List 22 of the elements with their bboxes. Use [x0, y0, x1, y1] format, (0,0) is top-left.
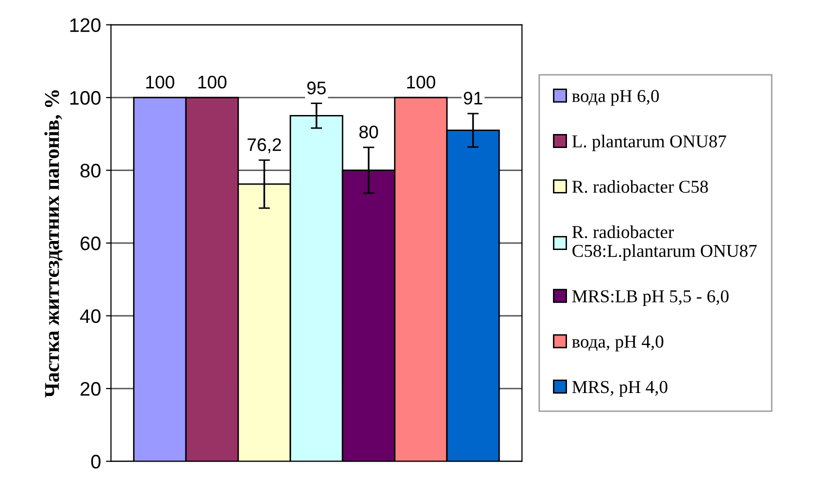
data-label: 80 [359, 126, 378, 138]
data-label: 95 [307, 82, 326, 94]
y-tick-label: 80 [80, 164, 100, 178]
data-label: 100 [198, 76, 226, 89]
y-tick-label: 20 [80, 382, 100, 396]
y-tick-label: 0 [91, 454, 100, 469]
data-label: 100 [146, 76, 174, 89]
y-axis-title: Частка життєздатних пагонів, % [44, 90, 62, 398]
y-tick-label: 120 [70, 18, 100, 32]
data-label: 91 [464, 92, 482, 105]
y-tick-label: 60 [80, 236, 100, 250]
legend-label: MRS, pH 4,0 [572, 380, 668, 397]
legend-label: MRS:LB pH 5,5 - 6,0 [572, 290, 729, 306]
legend-label: R. radiobacter C58 [572, 180, 708, 193]
data-label: 76,2 [248, 138, 281, 154]
data-label: 100 [407, 76, 436, 89]
legend-label: вода, pH 4,0 [572, 336, 664, 352]
legend-label: R. radiobacter C58:L.plantarum ONU87 [572, 225, 757, 261]
legend-label: вода pH 6,0 [572, 90, 659, 106]
y-tick-label: 40 [80, 309, 100, 324]
y-tick-label: 100 [70, 91, 100, 105]
legend-label: L. plantarum ONU87 [572, 134, 726, 152]
